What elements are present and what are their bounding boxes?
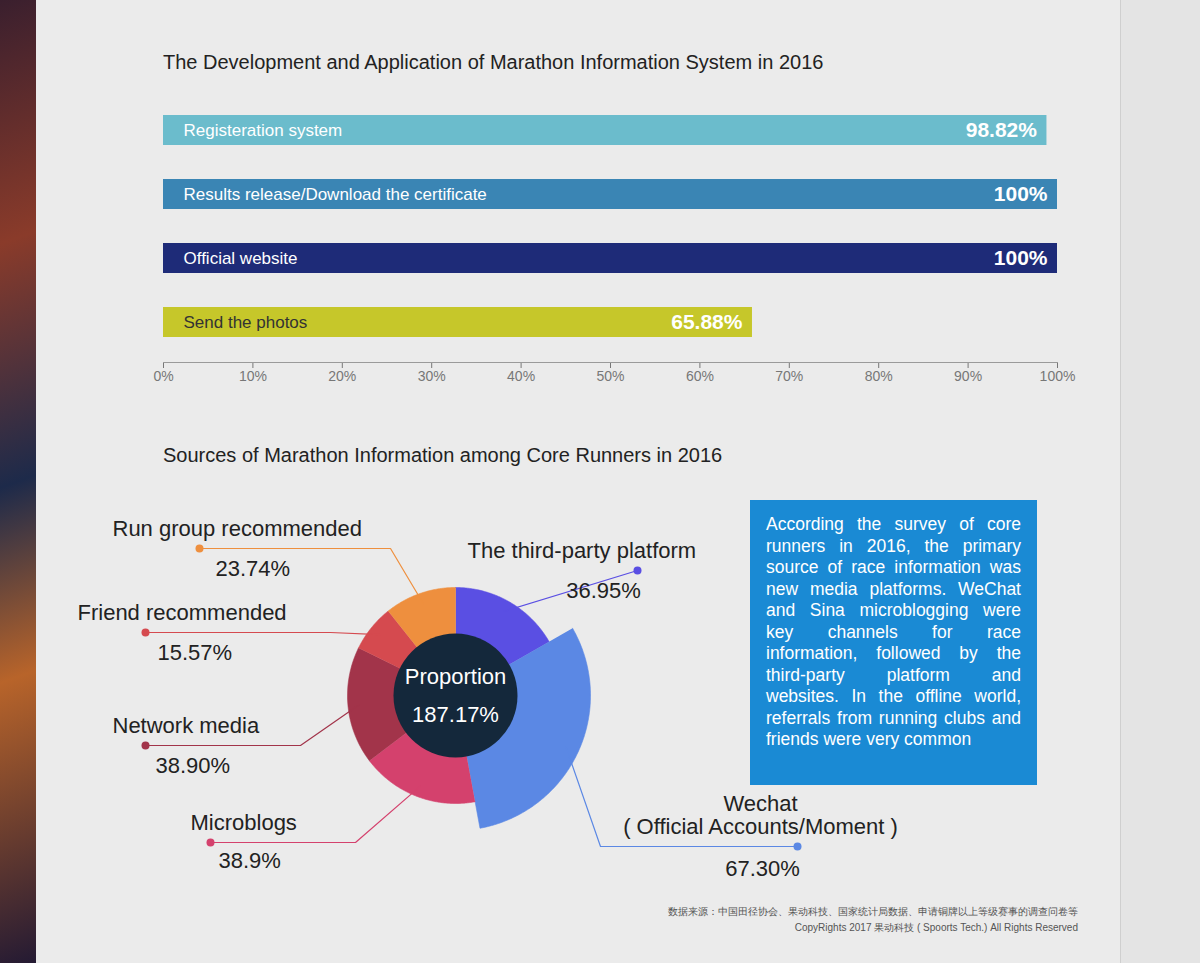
svg-text:30%: 30% <box>418 368 446 384</box>
svg-text:The third-party platform: The third-party platform <box>468 538 697 563</box>
svg-text:36.95%: 36.95% <box>566 578 641 603</box>
svg-text:80%: 80% <box>865 368 893 384</box>
svg-text:Send the photos: Send the photos <box>184 313 308 332</box>
svg-text:Results release/Download the c: Results release/Download the certificate <box>184 185 487 204</box>
html-text:数据来源：中国田径协会、果动科技、国家统计局数据、申请铜牌以: 数据来源：中国田径协会、果动科技、国家统计局数据、申请铜牌以上等级赛事的调查问卷… <box>668 906 1078 917</box>
svg-text:40%: 40% <box>507 368 535 384</box>
svg-text:100%: 100% <box>994 182 1048 205</box>
svg-text:67.30%: 67.30% <box>725 856 800 881</box>
svg-text:Network media: Network media <box>113 713 260 738</box>
svg-text:70%: 70% <box>775 368 803 384</box>
svg-text:100%: 100% <box>994 246 1048 269</box>
svg-text:65.88%: 65.88% <box>671 310 743 333</box>
svg-text:38.9%: 38.9% <box>219 848 281 873</box>
svg-text:Friend recommended: Friend recommended <box>78 600 287 625</box>
svg-text:0%: 0% <box>153 368 173 384</box>
svg-text:10%: 10% <box>239 368 267 384</box>
svg-text:90%: 90% <box>954 368 982 384</box>
svg-text:100%: 100% <box>1040 368 1076 384</box>
svg-text:Official website: Official website <box>184 249 298 268</box>
svg-text:Microblogs: Microblogs <box>191 810 297 835</box>
svg-text:Run group recommended: Run group recommended <box>113 516 362 541</box>
svg-text:50%: 50% <box>596 368 624 384</box>
svg-text:15.57%: 15.57% <box>158 640 233 665</box>
svg-text:Proportion: Proportion <box>405 664 507 689</box>
html-text:According the survey of core r: According the survey of core runners in … <box>766 514 1021 749</box>
svg-text:23.74%: 23.74% <box>216 556 291 581</box>
html-text:The Development and Applicatio: The Development and Application of Marat… <box>163 51 824 73</box>
svg-text:Wechat( Official Accounts/Mome: Wechat( Official Accounts/Moment ) <box>623 791 898 839</box>
svg-text:Registeration system: Registeration system <box>184 121 343 140</box>
html-text:Sources of Marathon Informatio: Sources of Marathon Information among Co… <box>163 444 723 466</box>
svg-text:60%: 60% <box>686 368 714 384</box>
svg-text:20%: 20% <box>328 368 356 384</box>
svg-text:187.17%: 187.17% <box>412 702 499 727</box>
html-text:CopyRights 2017 果动科技 ( Spoorts: CopyRights 2017 果动科技 ( Spoorts Tech.) Al… <box>794 922 1078 933</box>
svg-text:38.90%: 38.90% <box>156 753 231 778</box>
svg-text:98.82%: 98.82% <box>966 118 1038 141</box>
